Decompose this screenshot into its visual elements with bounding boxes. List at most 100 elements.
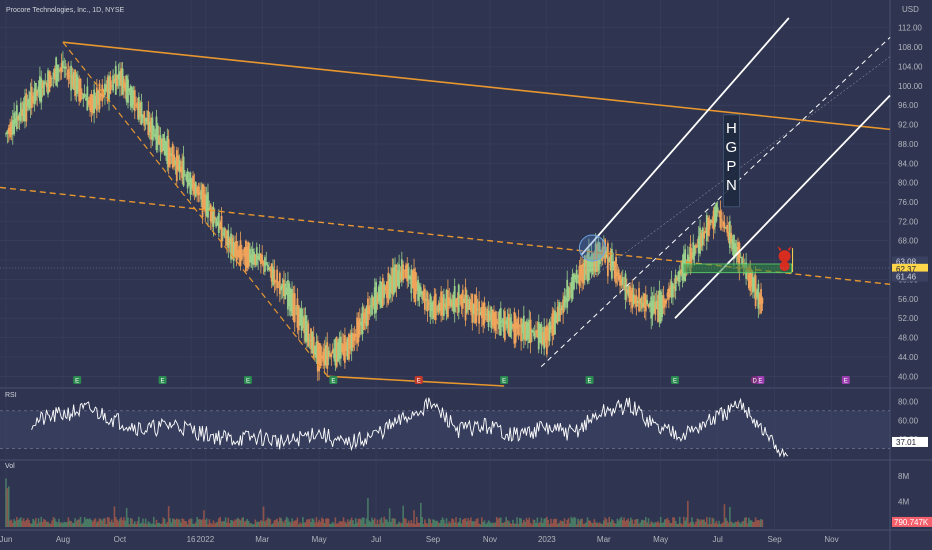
candle <box>593 250 596 278</box>
candle <box>307 319 310 348</box>
candle-body <box>442 294 445 317</box>
volume-bar <box>9 520 11 527</box>
volume-bar <box>341 521 343 527</box>
volume-bar <box>131 518 133 527</box>
candle <box>758 292 761 315</box>
candle <box>532 327 535 337</box>
volume-bar <box>108 517 110 527</box>
candle-body <box>465 295 468 313</box>
candle <box>365 305 368 330</box>
volume-bar <box>497 519 499 527</box>
candle-body <box>665 299 668 304</box>
candle-body <box>718 211 720 213</box>
volume-bar <box>715 520 718 527</box>
candle-body <box>57 70 60 73</box>
volume-bar <box>504 521 506 527</box>
volume-bar <box>612 520 615 527</box>
volume-bar <box>635 519 638 527</box>
candle <box>535 321 537 338</box>
candle <box>129 84 132 111</box>
candle <box>169 146 171 169</box>
candle-body <box>64 66 67 69</box>
volume-bar <box>640 519 643 527</box>
candle-body <box>289 289 292 312</box>
candle-body <box>594 243 597 273</box>
candle <box>277 281 280 289</box>
volume-bar <box>437 522 440 527</box>
volume-bar <box>554 518 556 527</box>
candle-body <box>36 90 39 96</box>
candle-body <box>601 246 604 262</box>
candle-body <box>612 261 615 271</box>
candle-body <box>639 298 642 304</box>
volume-bar <box>303 522 306 527</box>
volume-bar <box>182 518 185 527</box>
volume-bar <box>627 518 629 527</box>
candle <box>109 70 112 95</box>
candle-body <box>615 256 617 284</box>
volume-bar <box>729 506 731 527</box>
volume-bar <box>426 523 429 527</box>
candle-body <box>169 148 171 165</box>
candle-body <box>387 272 390 304</box>
volume-bar <box>197 519 200 527</box>
candle <box>628 284 631 306</box>
volume-bar <box>707 524 709 527</box>
volume-bar <box>570 516 573 527</box>
candle-body <box>78 78 81 102</box>
candle-body <box>25 93 28 122</box>
volume-bar <box>154 524 156 527</box>
volume-bar <box>24 521 26 527</box>
candle-body <box>343 335 346 363</box>
volume-bar <box>725 517 727 527</box>
rsi-title: RSI <box>5 392 17 399</box>
candle-body <box>70 65 72 91</box>
volume-bar <box>296 517 299 527</box>
pattern-letter: P <box>726 158 736 175</box>
candle <box>192 171 194 197</box>
volume-bar <box>388 508 391 527</box>
candle-body <box>22 102 25 121</box>
candle-body <box>369 305 372 307</box>
candle <box>510 313 513 339</box>
volume-bar <box>11 522 14 527</box>
candle-body <box>63 66 66 69</box>
volume-bar <box>630 517 632 527</box>
candle <box>182 145 185 187</box>
candle-body <box>144 117 147 122</box>
candle-body <box>155 116 158 151</box>
volume-bar <box>79 516 82 527</box>
volume-bar <box>516 517 518 527</box>
candle <box>227 223 230 259</box>
candle <box>338 331 341 365</box>
candle-body <box>399 271 402 280</box>
volume-bar <box>733 523 735 527</box>
candle <box>123 76 125 99</box>
candle-body <box>277 283 280 285</box>
candle <box>540 321 543 355</box>
candle-body <box>508 313 510 336</box>
candle <box>495 310 498 335</box>
candle-body <box>104 83 106 95</box>
candle-body <box>586 252 589 282</box>
volume-bar <box>170 522 173 527</box>
candle-body <box>143 111 146 126</box>
candle <box>292 286 295 323</box>
volume-bar <box>664 519 666 527</box>
candle <box>198 182 201 203</box>
candle <box>669 279 672 298</box>
volume-bar <box>276 518 278 527</box>
candle-body <box>422 290 425 301</box>
candle <box>81 88 83 100</box>
candle <box>447 279 449 319</box>
candle-body <box>631 287 634 309</box>
volume-bar <box>52 516 55 527</box>
candle <box>586 249 589 285</box>
volume-bar <box>481 517 483 527</box>
candle <box>165 140 167 161</box>
candle <box>133 86 136 120</box>
candle-body <box>551 313 554 336</box>
volume-bar <box>706 517 708 527</box>
candle <box>356 312 358 352</box>
